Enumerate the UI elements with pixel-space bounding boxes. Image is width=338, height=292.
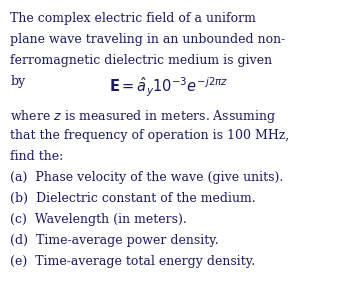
Text: find the:: find the:	[10, 150, 64, 163]
Text: plane wave traveling in an unbounded non-: plane wave traveling in an unbounded non…	[10, 33, 285, 46]
Text: (b)  Dielectric constant of the medium.: (b) Dielectric constant of the medium.	[10, 192, 256, 205]
Text: $\mathbf{E} = \hat{a}_y 10^{-3}e^{-j2\pi z}$: $\mathbf{E} = \hat{a}_y 10^{-3}e^{-j2\pi…	[110, 76, 228, 99]
Text: that the frequency of operation is 100 MHz,: that the frequency of operation is 100 M…	[10, 129, 289, 142]
Text: (e)  Time-average total energy density.: (e) Time-average total energy density.	[10, 255, 255, 268]
Text: (c)  Wavelength (in meters).: (c) Wavelength (in meters).	[10, 213, 187, 226]
Text: The complex electric field of a uniform: The complex electric field of a uniform	[10, 12, 256, 25]
Text: where $z$ is measured in meters. Assuming: where $z$ is measured in meters. Assumin…	[10, 108, 276, 125]
Text: by: by	[10, 75, 25, 88]
Text: (d)  Time-average power density.: (d) Time-average power density.	[10, 234, 219, 247]
Text: ferromagnetic dielectric medium is given: ferromagnetic dielectric medium is given	[10, 54, 272, 67]
Text: (a)  Phase velocity of the wave (give units).: (a) Phase velocity of the wave (give uni…	[10, 171, 283, 184]
